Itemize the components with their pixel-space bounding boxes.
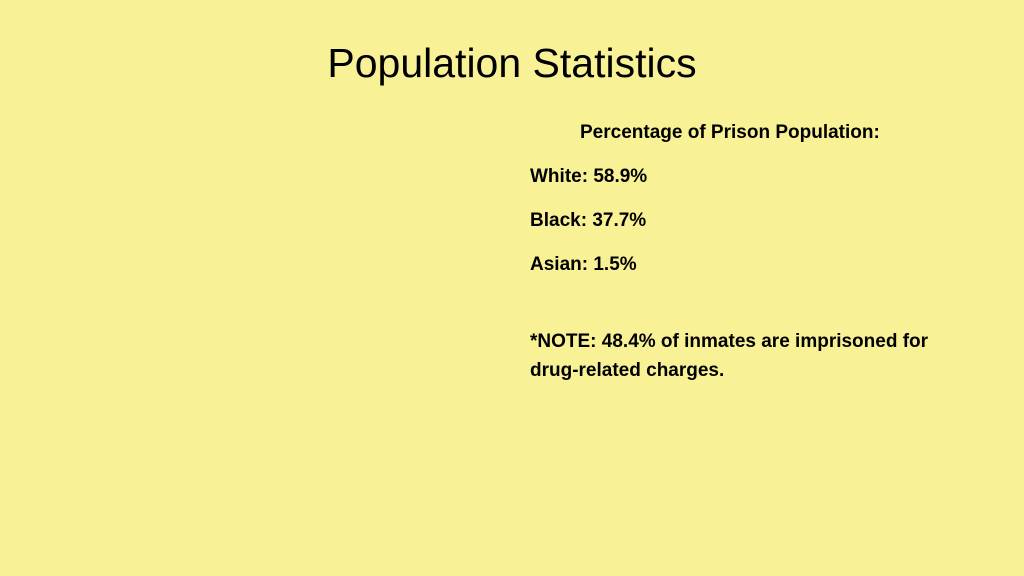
stat-value: 1.5% [593, 254, 636, 275]
note-text: *NOTE: 48.4% of inmates are imprisoned f… [530, 328, 970, 385]
stat-value: 37.7% [592, 210, 646, 231]
stat-value: 58.9% [593, 166, 647, 187]
stat-label: White [530, 166, 582, 187]
slide-title: Population Statistics [0, 40, 1024, 87]
stat-label: Black [530, 210, 581, 231]
subtitle: Percentage of Prison Population: [580, 122, 970, 144]
stat-line-white: White: 58.9% [530, 166, 970, 188]
stat-line-black: Black: 37.7% [530, 210, 970, 232]
content-block: Percentage of Prison Population: White: … [530, 122, 970, 385]
stat-line-asian: Asian: 1.5% [530, 254, 970, 276]
stat-label: Asian [530, 254, 582, 275]
